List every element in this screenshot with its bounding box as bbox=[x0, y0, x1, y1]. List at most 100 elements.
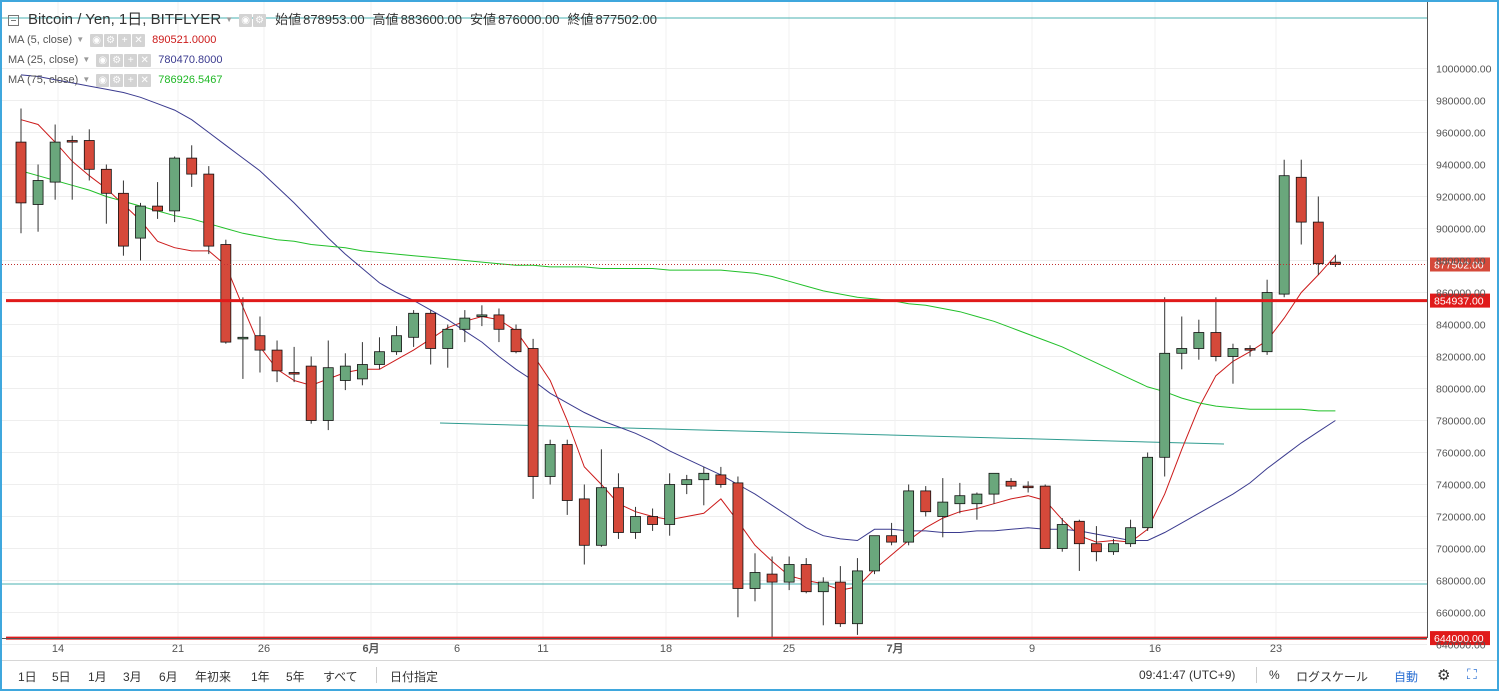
candle-body bbox=[356, 364, 368, 380]
fullscreen-icon[interactable]: ⛶ bbox=[1467, 666, 1477, 682]
candle-body bbox=[903, 490, 915, 543]
log-scale-toggle[interactable]: ログスケール bbox=[1296, 670, 1369, 684]
visibility-icon[interactable]: ◉ bbox=[96, 53, 110, 67]
candle-body bbox=[954, 495, 966, 505]
gear-icon[interactable]: ⚙ bbox=[1437, 667, 1451, 684]
indicator-row-ma25[interactable]: MA (25, close) ▼ ◉ ⚙ + ✕ 780470.8000 bbox=[8, 50, 657, 70]
price-tick-label: 720000.00 bbox=[1436, 512, 1486, 524]
auto-scale-toggle[interactable]: 自動 bbox=[1394, 670, 1419, 684]
chevron-down-icon[interactable]: ▼ bbox=[76, 35, 85, 44]
candle-body bbox=[203, 173, 215, 247]
visibility-icon[interactable]: ◉ bbox=[96, 73, 110, 87]
price-tick-label: 740000.00 bbox=[1436, 480, 1486, 492]
time-tick-label: 14 bbox=[52, 643, 64, 655]
candle-body bbox=[374, 351, 385, 365]
candle-body bbox=[237, 336, 249, 340]
candle-body bbox=[1278, 175, 1290, 295]
close-icon[interactable]: ✕ bbox=[132, 33, 146, 47]
price-tick-label: 780000.00 bbox=[1436, 416, 1486, 428]
settings-icon[interactable]: ⚙ bbox=[104, 33, 118, 47]
collapse-icon[interactable] bbox=[8, 14, 19, 26]
indicator-row-ma5[interactable]: MA (5, close) ▼ ◉ ⚙ + ✕ 890521.0000 bbox=[8, 30, 657, 50]
visibility-icon[interactable]: ◉ bbox=[239, 13, 253, 27]
last-price-label: 877502.00 bbox=[1434, 259, 1484, 271]
price-tick-label: 820000.00 bbox=[1436, 352, 1486, 364]
candle-body bbox=[288, 372, 300, 375]
candle-body bbox=[595, 487, 607, 546]
add-icon[interactable]: + bbox=[124, 73, 138, 87]
time-tick-label: 9 bbox=[1029, 643, 1035, 655]
range-5y-button[interactable]: 5年 bbox=[286, 670, 305, 684]
range-1y-button[interactable]: 1年 bbox=[251, 670, 270, 684]
close-icon[interactable]: ✕ bbox=[138, 53, 152, 67]
divider bbox=[1256, 667, 1257, 683]
candle-body bbox=[1091, 543, 1102, 553]
settings-icon[interactable]: ⚙ bbox=[110, 73, 124, 87]
candle-body bbox=[510, 328, 522, 353]
add-icon[interactable]: + bbox=[118, 33, 132, 47]
close-value: 877502.00 bbox=[595, 12, 657, 27]
candle-body bbox=[681, 479, 693, 485]
close-icon[interactable]: ✕ bbox=[138, 73, 152, 87]
candle-body bbox=[834, 581, 846, 625]
candle-body bbox=[1295, 176, 1307, 223]
ma5-label[interactable]: MA (5, close) bbox=[8, 34, 73, 46]
candle-body bbox=[647, 516, 658, 525]
settings-icon[interactable]: ⚙ bbox=[110, 53, 124, 67]
range-3m-button[interactable]: 3月 bbox=[123, 670, 142, 684]
candle-body bbox=[152, 205, 163, 212]
clock[interactable]: 09:41:47 (UTC+9) bbox=[1139, 668, 1236, 682]
price-tick-label: 920000.00 bbox=[1436, 192, 1486, 204]
close-label: 終値 bbox=[567, 12, 594, 27]
range-6m-button[interactable]: 6月 bbox=[159, 670, 178, 684]
range-all-button[interactable]: すべて bbox=[323, 670, 358, 684]
candle-body bbox=[732, 482, 744, 589]
range-ytd-button[interactable]: 年初来 bbox=[195, 670, 232, 684]
ma75-label[interactable]: MA (75, close) bbox=[8, 74, 79, 86]
candle-body bbox=[869, 535, 880, 572]
divider bbox=[376, 667, 377, 683]
ma75-value: 786926.5467 bbox=[158, 74, 223, 86]
candle-body bbox=[561, 444, 573, 501]
candle-body bbox=[766, 573, 778, 583]
ma25-label[interactable]: MA (25, close) bbox=[8, 54, 79, 66]
candle-body bbox=[254, 335, 266, 351]
candle-body bbox=[1312, 221, 1324, 265]
price-tick-label: 800000.00 bbox=[1436, 384, 1486, 396]
indicator-row-ma75[interactable]: MA (75, close) ▼ ◉ ⚙ + ✕ 786926.5467 bbox=[8, 70, 657, 90]
candle-body bbox=[220, 244, 232, 343]
price-tick-label: 880000.00 bbox=[1436, 256, 1486, 268]
candle-body bbox=[442, 328, 454, 349]
candle-body bbox=[527, 348, 539, 477]
price-tick-label: 860000.00 bbox=[1436, 288, 1486, 300]
price-tick-label: 760000.00 bbox=[1436, 448, 1486, 460]
moving-average-line bbox=[20, 170, 1336, 412]
candle-body bbox=[15, 141, 27, 204]
chevron-down-icon[interactable]: ▼ bbox=[82, 75, 91, 84]
trend-line[interactable] bbox=[439, 422, 1225, 445]
chevron-down-icon[interactable]: ▼ bbox=[82, 55, 91, 64]
price-tick-label: 900000.00 bbox=[1436, 224, 1486, 236]
range-1d-button[interactable]: 1日 bbox=[18, 670, 37, 684]
candle-body bbox=[271, 349, 283, 372]
add-icon[interactable]: + bbox=[124, 53, 138, 67]
candle-body bbox=[971, 493, 983, 505]
chevron-down-icon[interactable]: ▼ bbox=[225, 15, 234, 24]
candle-body bbox=[630, 516, 641, 533]
settings-icon[interactable]: ⚙ bbox=[253, 13, 267, 27]
candle-body bbox=[886, 535, 897, 543]
symbol-title[interactable]: Bitcoin / Yen, 1日, BITFLYER bbox=[28, 11, 222, 28]
price-tick-label: 660000.00 bbox=[1436, 608, 1486, 620]
percent-toggle[interactable]: % bbox=[1269, 668, 1280, 682]
range-1m-button[interactable]: 1月 bbox=[88, 670, 107, 684]
visibility-icon[interactable]: ◉ bbox=[90, 33, 104, 47]
price-tick-label: 840000.00 bbox=[1436, 320, 1486, 332]
time-tick-label: 18 bbox=[660, 643, 672, 655]
moving-average-line bbox=[20, 119, 1336, 591]
price-tick-label: 960000.00 bbox=[1436, 128, 1486, 140]
goto-date-button[interactable]: 日付指定 bbox=[390, 670, 439, 684]
range-5d-button[interactable]: 5日 bbox=[52, 670, 71, 684]
time-tick-label: 21 bbox=[172, 643, 184, 655]
price-tick-label: 640000.00 bbox=[1436, 640, 1486, 652]
